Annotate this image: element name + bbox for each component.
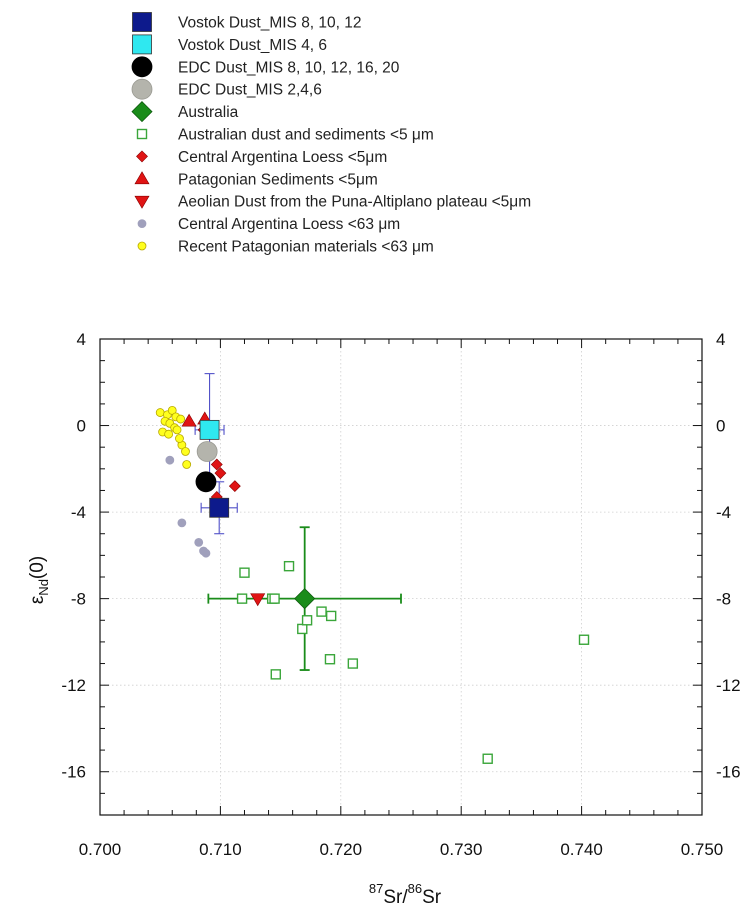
y-tick-label-right: 0 — [716, 417, 725, 436]
data-point — [324, 654, 336, 665]
data-point — [175, 434, 184, 443]
data-point — [297, 623, 308, 635]
data-point — [294, 588, 316, 610]
y-tick-label-right: 4 — [716, 330, 725, 349]
data-point — [181, 447, 190, 456]
legend-item: Australia — [131, 101, 239, 123]
legend-label: Vostok Dust_MIS 8, 10, 12 — [178, 15, 362, 32]
y-tick-label-left: -12 — [61, 676, 86, 695]
data-point — [195, 471, 217, 493]
x-tick-label: 0.730 — [440, 840, 483, 859]
legend-label: Australia — [178, 104, 239, 121]
legend-marker — [134, 171, 150, 185]
legend: Vostok Dust_MIS 8, 10, 12 Vostok Dust_MIS… — [131, 12, 531, 256]
data-point — [316, 606, 327, 617]
data-point — [199, 419, 220, 440]
legend-marker — [131, 78, 153, 100]
data-points — [155, 405, 590, 764]
data-point — [283, 560, 295, 572]
x-axis-label: 87Sr/86Sr — [369, 881, 442, 908]
data-point — [155, 408, 165, 417]
data-point — [269, 593, 280, 604]
plot-frame — [99, 338, 703, 816]
y-tick-label-left: 0 — [77, 417, 86, 436]
legend-label: Recent Patagonian materials <63 μm — [178, 239, 434, 256]
legend-item: Patagonian Sediments <5μm — [134, 171, 378, 188]
legend-item: Vostok Dust_MIS 8, 10, 12 — [132, 12, 362, 32]
data-point — [301, 615, 313, 626]
x-tick-label: 0.740 — [560, 840, 603, 859]
y-tick-label-left: -8 — [71, 590, 86, 609]
legend-marker — [134, 195, 150, 209]
legend-label: Central Argentina Loess <63 μm — [178, 216, 400, 233]
x-tick-label: 0.720 — [320, 840, 363, 859]
y-tick-label-right: -8 — [716, 590, 731, 609]
legend-label: Aeolian Dust from the Puna-Altiplano pla… — [178, 194, 531, 211]
legend-item: EDC Dust_MIS 8, 10, 12, 16, 20 — [131, 56, 400, 78]
legend-marker — [137, 241, 147, 251]
data-point — [164, 429, 174, 439]
data-point — [250, 593, 266, 607]
tick-labels: 0.700 0.710 0.720 0.730 0.740 0.750 4 4 0 0 -4 -4 -8… — [61, 330, 740, 859]
y-tick-label-left: 4 — [77, 330, 86, 349]
legend-label: EDC Dust_MIS 2,4,6 — [178, 82, 322, 99]
data-point — [181, 413, 197, 427]
legend-item: Aeolian Dust from the Puna-Altiplano pla… — [134, 194, 531, 211]
legend-label: EDC Dust_MIS 8, 10, 12, 16, 20 — [178, 59, 400, 76]
data-point — [194, 537, 204, 547]
x-tick-label: 0.750 — [681, 840, 724, 859]
data-point — [325, 610, 337, 622]
legend-label: Patagonian Sediments <5μm — [178, 171, 378, 188]
legend-marker — [131, 56, 153, 78]
axis-ticks — [99, 338, 703, 816]
legend-label: Australian dust and sediments <5 μm — [178, 127, 434, 144]
x-tick-label: 0.710 — [199, 840, 242, 859]
legend-item: Central Argentina Loess <5μm — [136, 149, 387, 166]
y-tick-label-right: -12 — [716, 676, 741, 695]
data-point — [578, 634, 590, 645]
y-tick-label-right: -16 — [716, 763, 741, 782]
data-point — [239, 567, 250, 578]
data-point — [182, 460, 192, 469]
legend-item: Recent Patagonian materials <63 μm — [137, 239, 434, 256]
legend-item: EDC Dust_MIS 2,4,6 — [131, 78, 322, 100]
grid-lines — [100, 339, 702, 815]
data-point — [347, 658, 359, 669]
data-point — [236, 593, 248, 604]
data-point — [214, 467, 227, 480]
data-point — [196, 441, 218, 462]
data-point — [210, 458, 223, 471]
legend-marker — [132, 34, 152, 55]
data-point — [176, 414, 186, 424]
legend-marker — [136, 128, 148, 140]
legend-label: Central Argentina Loess <5μm — [178, 149, 387, 166]
y-tick-label-right: -4 — [716, 503, 731, 522]
data-point — [201, 548, 211, 558]
y-tick-label-left: -16 — [61, 763, 86, 782]
data-point — [228, 480, 241, 493]
legend-label: Vostok Dust_MIS 4, 6 — [178, 37, 327, 54]
legend-item: Australian dust and sediments <5 μm — [136, 127, 434, 144]
x-tick-label: 0.700 — [79, 840, 122, 859]
y-tick-label-left: -4 — [71, 503, 86, 522]
legend-marker — [137, 219, 147, 229]
legend-item: Vostok Dust_MIS 4, 6 — [132, 34, 327, 55]
legend-marker — [136, 150, 148, 163]
data-point — [209, 497, 230, 518]
legend-marker — [131, 101, 153, 123]
data-point — [165, 455, 175, 465]
data-point — [177, 518, 187, 528]
data-point — [270, 669, 281, 680]
data-point — [172, 425, 182, 435]
data-point — [482, 753, 493, 764]
legend-marker — [132, 12, 152, 32]
y-axis-label: εNd(0) — [27, 556, 51, 604]
legend-item: Central Argentina Loess <63 μm — [137, 216, 400, 233]
